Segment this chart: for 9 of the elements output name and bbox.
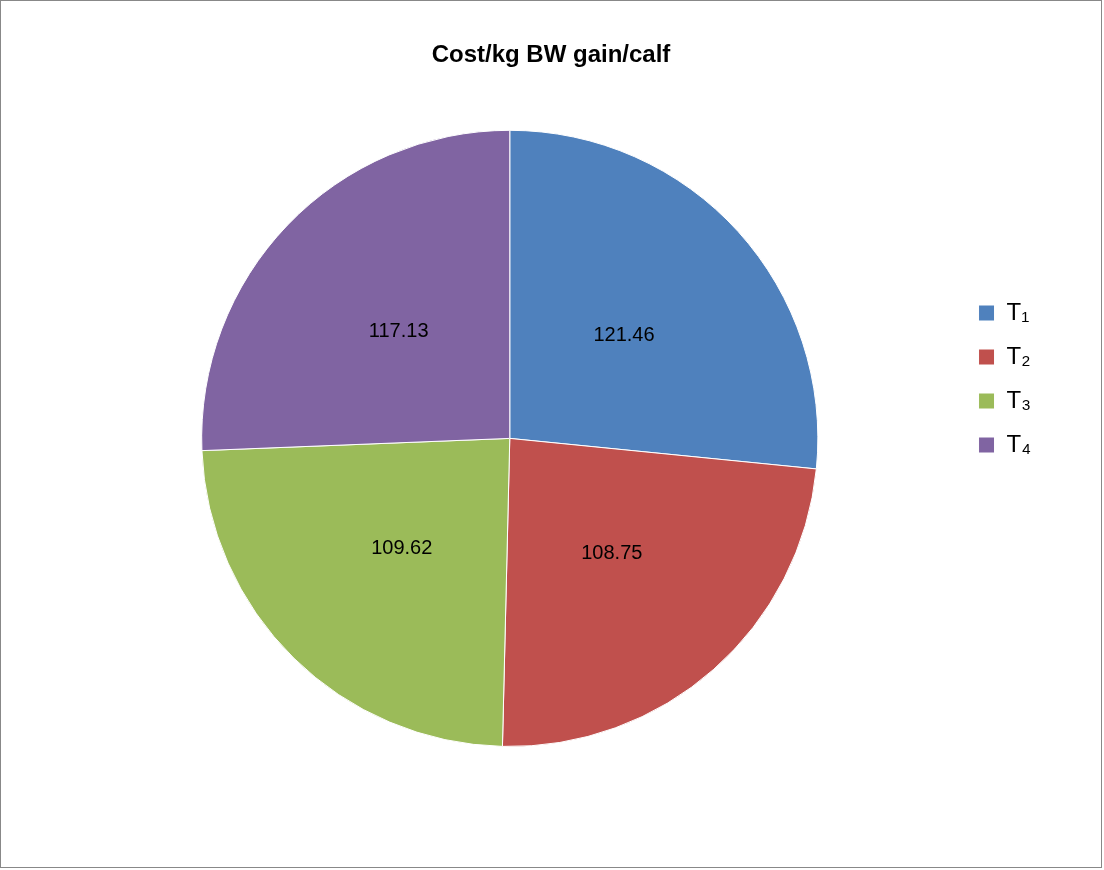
data-label: 108.75 <box>581 541 643 564</box>
data-label: 121.46 <box>593 322 655 345</box>
legend-label: T₂ <box>1006 341 1031 369</box>
data-label: 109.62 <box>371 535 433 558</box>
chart-title: Cost/kg BW gain/calf <box>431 40 672 68</box>
data-label: 117.13 <box>368 319 429 342</box>
legend-label: T₄ <box>1006 429 1032 457</box>
legend-label: T₁ <box>1006 297 1030 325</box>
legend-label: T₃ <box>1006 385 1031 413</box>
